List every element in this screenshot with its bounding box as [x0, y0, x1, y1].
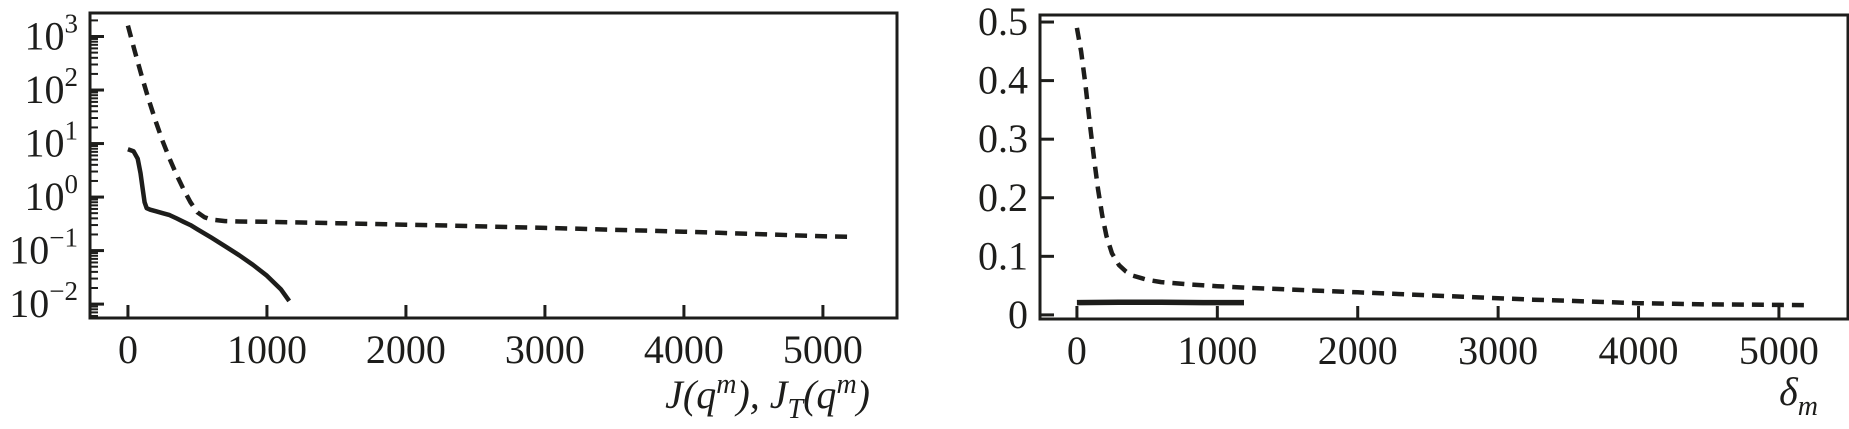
y-tick-label: 0.5 [978, 0, 1028, 44]
y-tick-label: 101 [25, 116, 79, 166]
series-dashed-curve [1074, 27, 1812, 308]
x-tick-label: 5000 [1739, 328, 1819, 373]
y-tick-label: 10−1 [9, 223, 78, 273]
x-tick-label: 1000 [1177, 328, 1257, 373]
plot-frame [88, 11, 899, 320]
y-tick-label: 0 [1008, 292, 1028, 337]
y-tick-label: 100 [25, 169, 79, 219]
y-tick-label: 0.2 [978, 175, 1028, 220]
y-tick-label: 102 [25, 62, 79, 112]
x-tick-label: 2000 [1318, 328, 1398, 373]
x-tick-label: 4000 [1599, 328, 1679, 373]
y-tick-label: 0.1 [978, 233, 1028, 278]
x-tick-label: 0 [118, 327, 138, 372]
y-tick-label: 10−2 [9, 276, 78, 326]
x-tick-label: 5000 [783, 327, 863, 372]
y-tick-label: 0.3 [978, 116, 1028, 161]
series-dashed-curve [125, 25, 855, 240]
x-tick-label: 4000 [644, 327, 724, 372]
x-tick-label: 2000 [366, 327, 446, 372]
x-tick-label: 1000 [227, 327, 307, 372]
y-tick-label: 0.4 [978, 58, 1028, 103]
x-tick-label: 3000 [505, 327, 585, 372]
y-tick-label: 103 [25, 9, 79, 59]
x-axis-label: δm [1779, 369, 1818, 422]
x-axis-label: J(qm), JT(qm) [665, 369, 870, 425]
series-solid-curve [127, 147, 292, 303]
x-tick-label: 0 [1067, 328, 1087, 373]
x-tick-label: 3000 [1458, 328, 1538, 373]
plot-frame [1038, 13, 1849, 321]
